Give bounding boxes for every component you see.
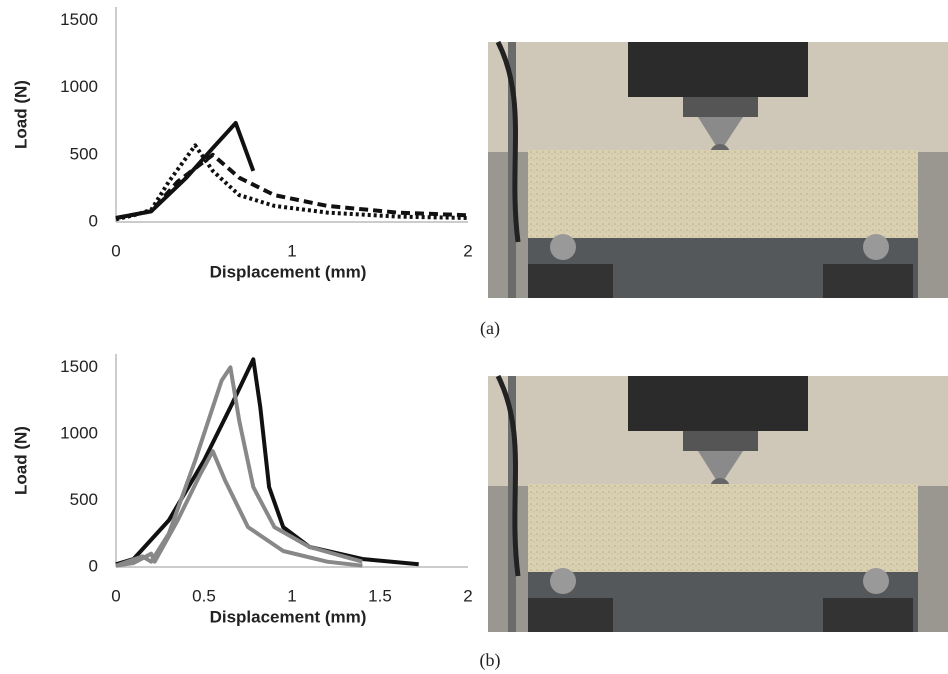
y-tick-label: 1500 [60, 10, 98, 29]
y-tick-label: 500 [70, 490, 98, 509]
x-tick-label: 1.5 [368, 586, 392, 605]
x-tick-label: 1 [287, 586, 296, 605]
x-tick-label: 0 [111, 586, 120, 605]
y-axis-label: Load (N) [11, 426, 30, 495]
y-tick-label: 1000 [60, 423, 98, 442]
data-line [115, 152, 469, 220]
y-axis-label: Load (N) [11, 80, 30, 149]
y-tick-label: 0 [89, 556, 98, 575]
photo [488, 376, 948, 632]
y-tick-label: 1500 [60, 357, 98, 376]
data-line [115, 365, 363, 568]
x-tick-label: 1 [287, 241, 296, 260]
data-line [115, 143, 469, 222]
x-tick-label: 0 [111, 241, 120, 260]
y-tick-label: 500 [70, 144, 98, 163]
x-tick-label: 0.5 [192, 586, 216, 605]
x-tick-label: 2 [463, 241, 472, 260]
data-line [115, 449, 363, 568]
caption: (b) [480, 650, 501, 671]
photo [488, 42, 948, 298]
y-tick-label: 0 [89, 211, 98, 230]
caption: (a) [480, 318, 500, 339]
data-line [115, 357, 419, 567]
x-tick-label: 2 [463, 586, 472, 605]
y-tick-label: 1000 [60, 77, 98, 96]
x-axis-label: Displacement (mm) [210, 262, 367, 281]
x-axis-label: Displacement (mm) [210, 607, 367, 626]
